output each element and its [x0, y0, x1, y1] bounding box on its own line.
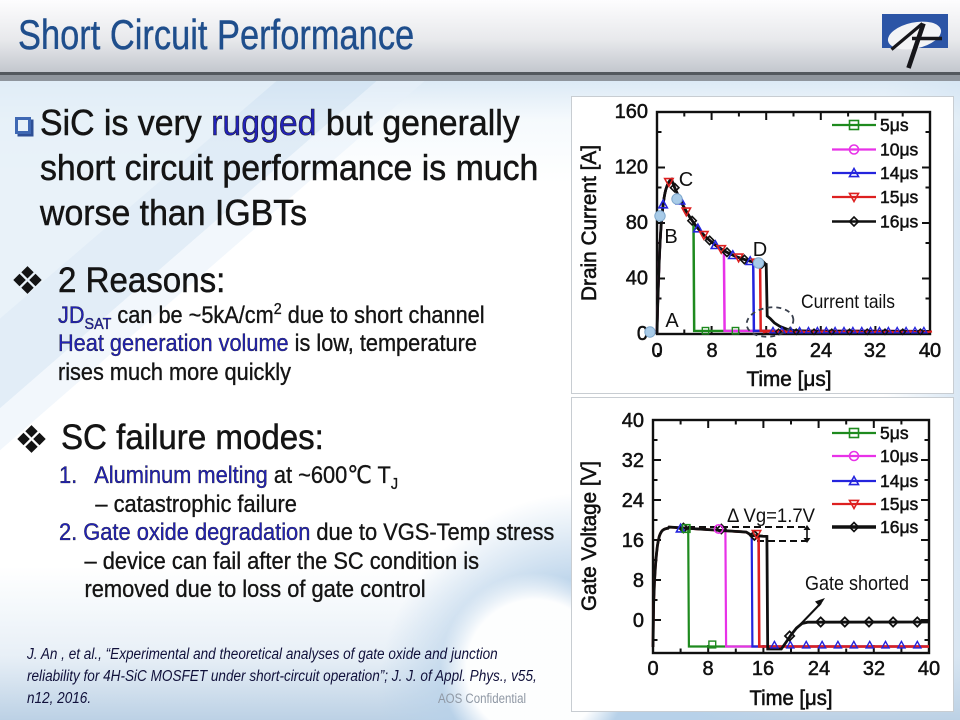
svg-text:10μs: 10μs	[880, 446, 919, 466]
svg-text:8: 8	[702, 658, 713, 680]
svg-text:24: 24	[810, 340, 832, 362]
svg-text:40: 40	[918, 658, 940, 680]
svg-text:5μs: 5μs	[880, 115, 909, 135]
svg-text:Gate Voltage [V]: Gate Voltage [V]	[578, 461, 601, 611]
svg-text:160: 160	[615, 101, 648, 123]
svg-text:B: B	[664, 226, 677, 248]
svg-text:0: 0	[633, 610, 644, 632]
svg-text:32: 32	[863, 658, 885, 680]
svg-text:0: 0	[637, 323, 648, 345]
svg-text:A: A	[665, 310, 679, 332]
svg-text:16: 16	[622, 530, 644, 552]
svg-text:32: 32	[864, 340, 886, 362]
svg-text:D: D	[753, 239, 767, 261]
svg-text:15μs: 15μs	[880, 494, 919, 514]
svg-text:16: 16	[752, 658, 774, 680]
svg-text:8: 8	[633, 570, 644, 592]
svg-text:14μs: 14μs	[880, 471, 919, 491]
svg-text:40: 40	[919, 340, 941, 362]
svg-text:40: 40	[626, 268, 648, 290]
svg-text:Time [μs]: Time [μs]	[750, 687, 833, 710]
svg-text:Drain Current [A]: Drain Current [A]	[578, 145, 601, 301]
svg-text:80: 80	[626, 212, 648, 234]
svg-text:5μs: 5μs	[880, 423, 909, 443]
svg-text:24: 24	[622, 490, 644, 512]
svg-text:C: C	[679, 169, 693, 191]
svg-text:Current tails: Current tails	[801, 291, 895, 313]
svg-text:Time [μs]: Time [μs]	[747, 368, 832, 391]
svg-text:0: 0	[647, 658, 658, 680]
svg-text:Δ Vg=1.7V: Δ Vg=1.7V	[727, 505, 815, 527]
svg-text:24: 24	[808, 658, 830, 680]
svg-text:15μs: 15μs	[880, 187, 919, 207]
svg-text:16: 16	[755, 340, 777, 362]
svg-text:16μs: 16μs	[880, 517, 919, 537]
svg-text:40: 40	[622, 410, 644, 432]
svg-text:14μs: 14μs	[880, 163, 919, 183]
svg-text:16μs: 16μs	[880, 212, 919, 232]
svg-text:Gate shorted: Gate shorted	[805, 573, 909, 595]
svg-text:32: 32	[622, 450, 644, 472]
svg-text:0: 0	[651, 340, 662, 362]
svg-text:8: 8	[706, 340, 717, 362]
svg-text:10μs: 10μs	[880, 140, 919, 160]
svg-text:120: 120	[615, 157, 648, 179]
